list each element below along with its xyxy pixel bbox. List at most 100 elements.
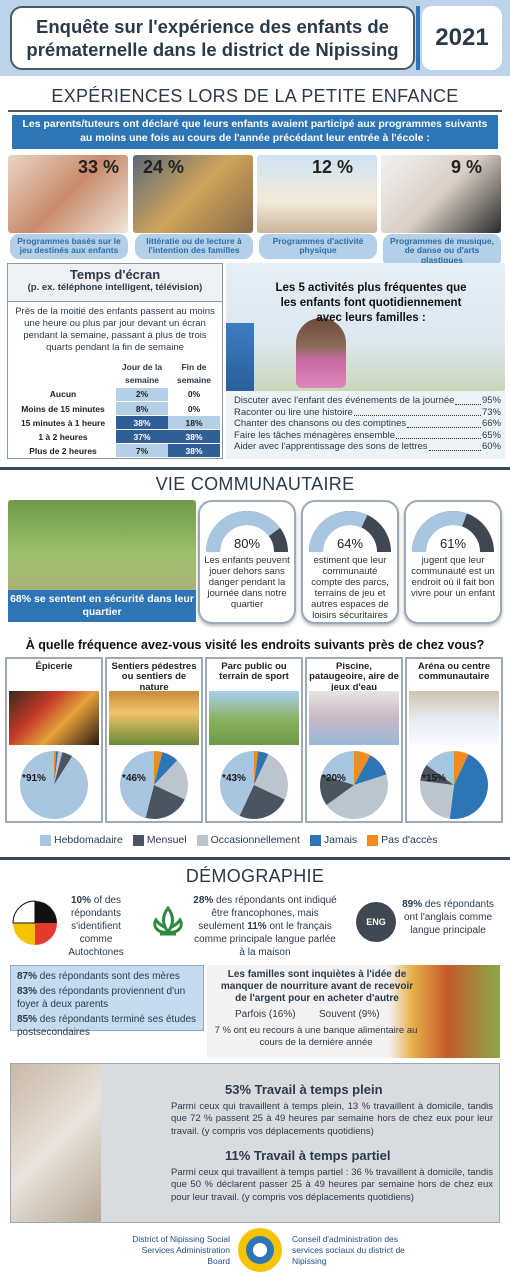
place-card: Sentiers pédestres ou sentiers de nature… <box>105 657 203 823</box>
pie-slice <box>354 751 371 785</box>
table-header: Jour de la semaine Fin de semaine <box>10 360 220 388</box>
column-header: Jour de la semaine <box>121 362 163 385</box>
activity-value: 65% <box>481 429 501 441</box>
legend-item: Jamais <box>309 834 357 846</box>
section-heading: DÉMOGRAPHIE <box>185 866 325 886</box>
screen-title: Temps d'écran <box>69 267 161 282</box>
pie-slice <box>54 751 59 785</box>
medicine-wheel-icon <box>12 900 57 945</box>
leader <box>396 438 481 439</box>
table-corner <box>10 360 116 388</box>
pie-slice <box>254 754 288 800</box>
pie-slice <box>19 751 89 819</box>
legend-item: Mensuel <box>132 834 187 846</box>
place-title: Aréna ou centre communautaire <box>417 661 491 683</box>
gauge: 64% <box>309 511 391 553</box>
pie-slice <box>154 760 188 800</box>
icon-part <box>13 923 35 945</box>
text-part: of des répondants s'identifient comme Au… <box>68 895 124 958</box>
photo <box>133 155 253 233</box>
program-label: Programmes de musique, de danse ou d'art… <box>383 234 501 269</box>
icon-part <box>12 900 36 924</box>
section-heading: VIE COMMUNAUTAIRE <box>155 474 355 494</box>
food-title: Les familles sont inquiètes à l'idée de … <box>220 969 414 1004</box>
text-part: 87% <box>17 971 38 982</box>
place-card: Épicerie *91% <box>5 657 103 823</box>
org-fr: Conseil d'administration des services so… <box>292 1234 405 1267</box>
gauge-value <box>206 511 281 553</box>
photo <box>209 691 299 745</box>
pie-slice <box>326 774 388 819</box>
title: Enquête sur l'expérience des enfants de … <box>10 6 415 70</box>
screen-text: Près de la moitié des enfants passent au… <box>15 306 215 353</box>
table-cell: 37% <box>116 429 168 444</box>
pie-slice <box>254 751 269 785</box>
program-percent: 12 % <box>312 157 354 177</box>
photo <box>381 155 501 233</box>
pie-slice <box>154 752 178 785</box>
icon-part <box>153 906 183 936</box>
program-percent: 24 % <box>143 157 185 177</box>
photo <box>9 691 99 745</box>
stat: 83% des répondants proviennent d'un foye… <box>17 985 197 1011</box>
photo <box>8 155 128 233</box>
place-title: Épicerie <box>35 661 73 672</box>
photo <box>109 691 199 745</box>
pie: *46% <box>120 751 188 819</box>
pie-label: *15% <box>422 773 446 784</box>
eng-icon: ENG <box>356 902 396 942</box>
program-percent: 33 % <box>78 157 120 177</box>
pie-slice <box>354 755 387 785</box>
work-text: Parmi ceux qui travaillent à temps plein… <box>171 1101 493 1137</box>
activity-label: Raconter ou lire une histoire <box>234 406 353 418</box>
gauge-value <box>309 511 368 553</box>
gauge-text: Les enfants peuvent jouer dehors sans da… <box>204 555 290 610</box>
intro: Les parents/tuteurs ont déclaré que leur… <box>12 115 498 149</box>
table-row: Aucun 2% 0% <box>10 387 220 402</box>
pie: *91% <box>19 751 89 819</box>
table-cell: 0% <box>168 387 220 402</box>
legend-item: Pas d'accès <box>367 834 437 846</box>
place-card: Aréna ou centre communautaire *15% <box>405 657 503 823</box>
activity-value: 73% <box>481 406 501 418</box>
activity: Raconter ou lire une histoire 73% <box>234 407 501 419</box>
separator <box>0 467 510 470</box>
table-cell: 0% <box>168 401 220 416</box>
table-cell: 38% <box>168 429 220 444</box>
pie-slice <box>321 751 354 785</box>
legend: Hebdomadaire Mensuel Occasionnellement Jama… <box>40 832 510 848</box>
photo <box>409 691 499 745</box>
pie-slice <box>54 751 57 785</box>
table-row: 15 minutes à 1 heure 38% 18% <box>10 415 220 430</box>
legend-swatch <box>367 834 379 846</box>
screen-subtitle: (p. ex. téléphone intelligent, télévisio… <box>27 282 203 293</box>
legend-swatch <box>309 834 321 846</box>
francophone: 28% des répondants ont indiqué être fran… <box>190 894 340 959</box>
pie-slice <box>449 754 488 819</box>
table-cell: 8% <box>116 401 168 416</box>
org-en: District of Nipissing Social Services Ad… <box>132 1234 230 1267</box>
food-bank: 7 % ont eu recours à une banque alimenta… <box>214 1025 418 1049</box>
activity-value: 66% <box>481 418 501 429</box>
stat: 87% des répondants sont des mères <box>17 970 197 983</box>
english: 89% des répondants ont l'anglais comme l… <box>398 898 498 937</box>
screen-time: Temps d'écran (p. ex. téléphone intellig… <box>7 263 223 459</box>
text-part: des répondants ont indiqué être francoph… <box>198 895 337 932</box>
activity-value: 60% <box>481 441 501 452</box>
pie-slice <box>454 751 469 785</box>
pie-slice <box>320 774 354 805</box>
icon-part <box>35 901 57 923</box>
gauge-label: 80% <box>234 536 260 551</box>
text-part: des répondants proviennent d'un foyer à … <box>17 986 186 1010</box>
pie-label: *91% <box>22 773 46 784</box>
food-box: Les familles sont inquiètes à l'idée de … <box>207 965 500 1058</box>
text-part: 28% <box>193 895 214 906</box>
work-list: 53% Travail à temps plein Parmi ceux qui … <box>171 1082 493 1214</box>
gauge-text: estiment que leur communauté compte des … <box>311 555 389 621</box>
stats-box: 87% des répondants sont des mères 83% des… <box>10 965 204 1038</box>
activity: Chanter des chansons ou des comptines 66% <box>234 418 501 430</box>
activity: Aider avec l'apprentissage des sons de l… <box>234 441 501 453</box>
legend-label: Hebdomadaire <box>54 834 123 846</box>
text-part: ont le français comme principale langue … <box>194 921 336 958</box>
legend-label: Pas d'accès <box>381 834 438 846</box>
